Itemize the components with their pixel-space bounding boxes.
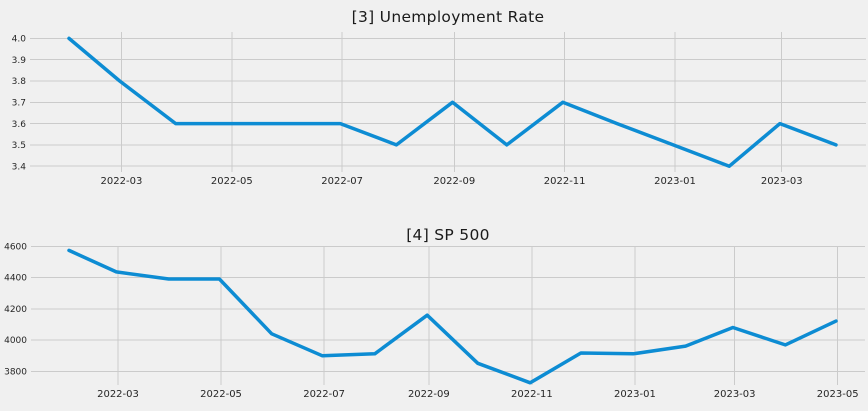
y-tick-label: 3.4 xyxy=(12,162,27,172)
x-tick-label: 2023-03 xyxy=(761,176,803,187)
x-tick-label: 2023-03 xyxy=(714,389,756,400)
x-tick-label: 2022-05 xyxy=(200,389,242,400)
chart-title-unemployment-rate: [3] Unemployment Rate xyxy=(351,8,545,26)
unemployment-rate-line-plot: 2022-03 2022-05 2022-07 2022-09 2022-11 2023-… xyxy=(12,32,866,187)
x-tick-label: 2022-07 xyxy=(303,389,345,400)
sp500-line-plot: 2022-03 2022-05 2022-07 2022-09 2022-11 2023-… xyxy=(4,243,865,400)
x-tick-label: 2023-01 xyxy=(614,389,656,400)
x-tick-label: 2022-03 xyxy=(101,176,143,187)
x-tick-label: 2022-05 xyxy=(211,176,253,187)
chart-unemployment-rate: [3] Unemployment Rate 2022-03 2022-05 2022… xyxy=(0,0,868,200)
y-tick-label: 3.6 xyxy=(12,120,27,130)
chart-title-sp500: [4] SP 500 xyxy=(406,226,490,244)
y-tick-label: 4200 xyxy=(4,305,27,315)
x-tick-label: 2023-01 xyxy=(654,176,696,187)
series-line xyxy=(67,36,838,168)
y-tick-label: 4000 xyxy=(4,336,27,346)
y-tick-label: 3800 xyxy=(4,367,27,377)
x-tick-label: 2022-07 xyxy=(321,176,363,187)
y-tick-label: 3.9 xyxy=(12,56,27,66)
x-tick-label: 2022-09 xyxy=(433,176,475,187)
chart-sp500: [4] SP 500 2022-03 2022-05 2022-07 2022-09 2… xyxy=(0,205,868,411)
y-tick-label: 3.5 xyxy=(12,141,26,151)
y-tick-label: 3.7 xyxy=(12,99,26,109)
x-tick-label: 2022-09 xyxy=(408,389,450,400)
y-tick-label: 4.0 xyxy=(12,35,27,45)
x-tick-label: 2023-05 xyxy=(817,389,859,400)
x-tick-label: 2022-03 xyxy=(97,389,139,400)
y-tick-label: 4600 xyxy=(4,243,27,253)
y-tick-label: 4400 xyxy=(4,274,27,284)
series-line xyxy=(67,248,838,385)
x-tick-label: 2022-11 xyxy=(511,389,553,400)
y-tick-label: 3.8 xyxy=(12,77,27,87)
x-tick-label: 2022-11 xyxy=(544,176,586,187)
